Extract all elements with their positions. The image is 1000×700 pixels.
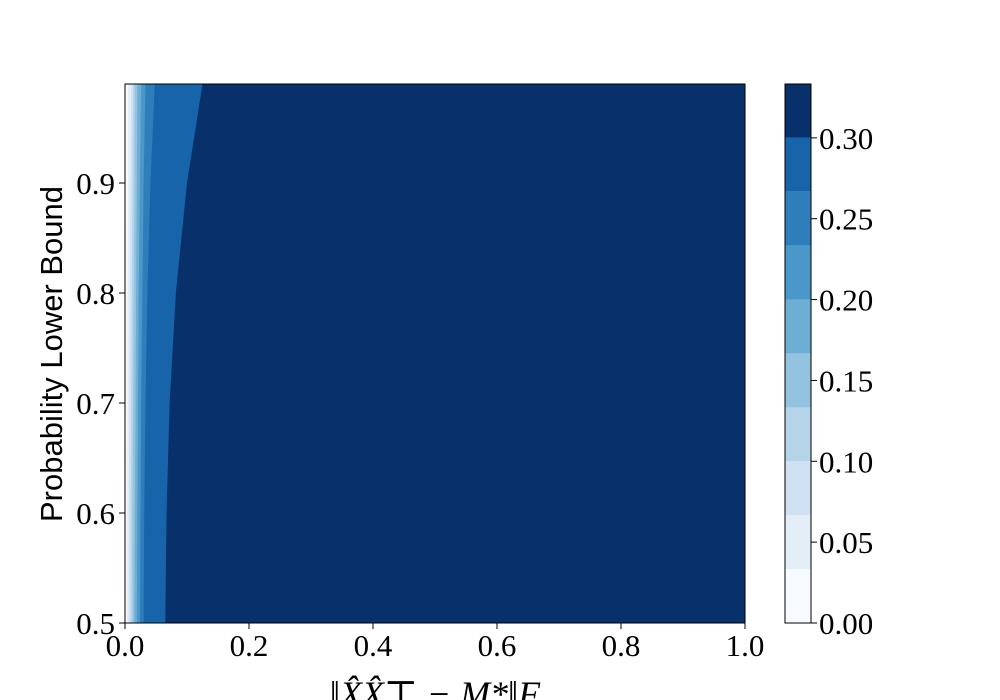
colorbar-tick-label: 0.30: [819, 121, 873, 156]
y-tick-label: 0.8: [76, 276, 115, 311]
colorbar-tick-label: 0.20: [819, 283, 873, 318]
colorbar-band: [785, 569, 811, 623]
colorbar-tick-label: 0.00: [819, 606, 873, 641]
colorbar-tick-label: 0.05: [819, 525, 873, 560]
contour-band: [125, 84, 745, 623]
y-axis-label: Probability Lower Bound: [34, 186, 69, 522]
x-axis-label: ‖X̂X̂⊤ − M*‖F: [330, 674, 541, 700]
y-tick-label: 0.7: [76, 386, 115, 421]
y-tick-label: 0.6: [76, 496, 115, 531]
colorbar-band: [785, 515, 811, 570]
x-tick-label: 0.0: [106, 628, 145, 663]
x-tick-label: 0.8: [602, 628, 641, 663]
x-tick-label: 0.6: [478, 628, 517, 663]
y-tick-label: 0.5: [76, 606, 115, 641]
colorbar-band: [785, 461, 811, 516]
colorbar-band: [785, 353, 811, 408]
plot-frame: [124, 83, 746, 624]
colorbar-band: [785, 137, 811, 192]
colorbar-tick-label: 0.10: [819, 444, 873, 479]
contour-band: [125, 84, 129, 623]
x-tick-label: 0.4: [354, 628, 393, 663]
colorbar-frame: [784, 83, 812, 624]
y-tick-label: 0.9: [76, 166, 115, 201]
colorbar-band: [785, 84, 811, 138]
colorbar-band: [785, 245, 811, 300]
colorbar-tick-label: 0.25: [819, 202, 873, 237]
colorbar-tick-label: 0.15: [819, 363, 873, 398]
x-tick-label: 1.0: [726, 628, 765, 663]
colorbar-band: [785, 299, 811, 354]
x-tick-label: 0.2: [230, 628, 269, 663]
colorbar-band: [785, 191, 811, 246]
colorbar-band: [785, 407, 811, 462]
